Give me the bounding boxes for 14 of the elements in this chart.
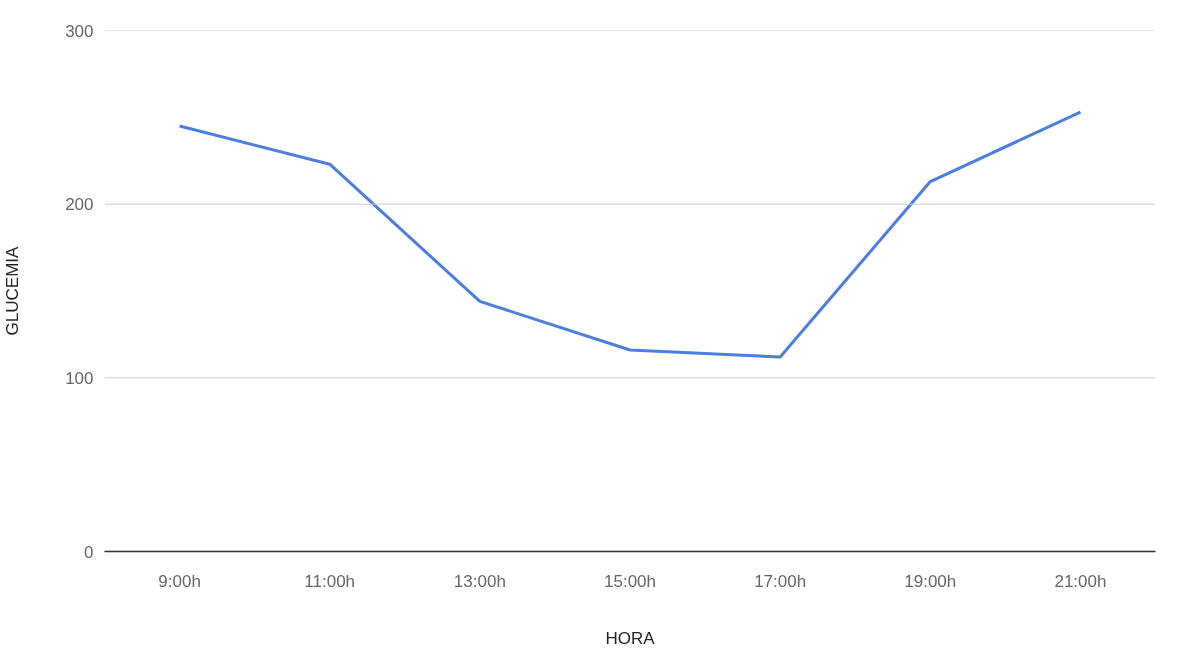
y-tick-label: 300 xyxy=(65,21,94,41)
x-tick-label: 11:00h xyxy=(304,571,356,591)
y-tick-label: 200 xyxy=(65,195,94,215)
line-series xyxy=(178,110,1082,359)
x-tick-label: 13:00h xyxy=(453,571,506,591)
y-tick-label: 100 xyxy=(65,368,94,388)
x-tick-label: 21:00h xyxy=(1054,571,1107,591)
x-tick-label: 17:00h xyxy=(754,571,807,591)
x-tick-label: 9:00h xyxy=(158,571,201,591)
x-tick-label: 19:00h xyxy=(904,571,957,591)
y-axis-title: GLUCEMIA xyxy=(3,245,23,336)
x-tick-label: 15:00h xyxy=(604,571,656,591)
x-axis-title: HORA xyxy=(605,628,656,648)
y-tick-label: 0 xyxy=(84,542,94,562)
